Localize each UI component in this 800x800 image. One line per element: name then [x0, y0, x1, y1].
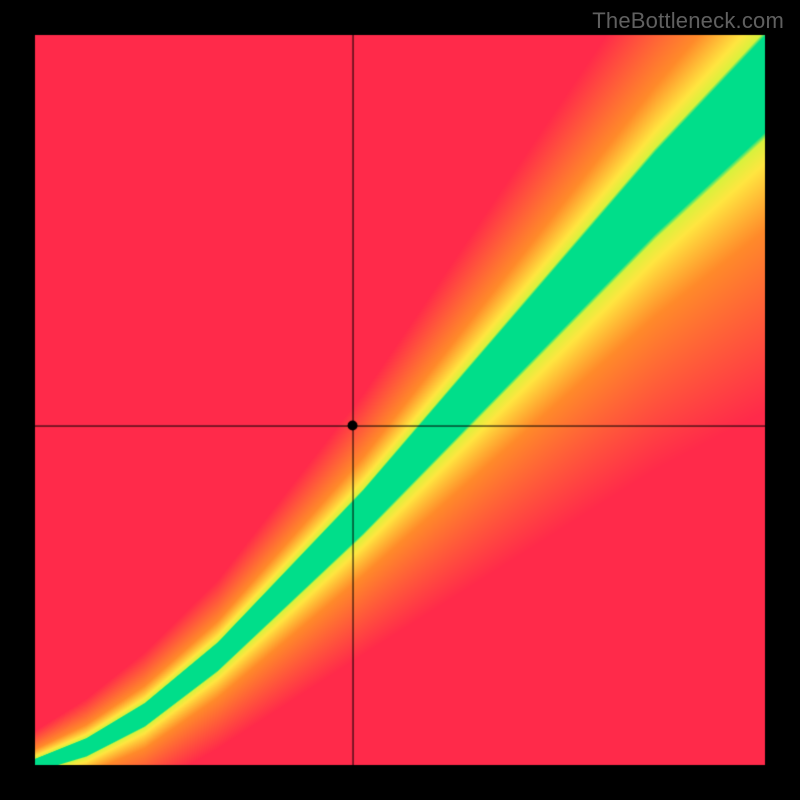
watermark-text: TheBottleneck.com [592, 8, 784, 34]
heatmap-canvas [0, 0, 800, 800]
